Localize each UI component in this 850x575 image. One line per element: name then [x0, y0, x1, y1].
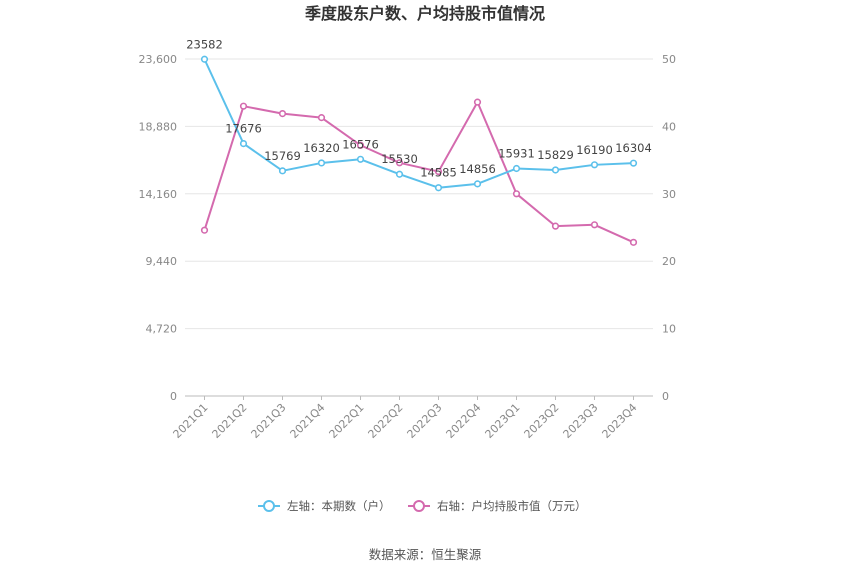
- data-label: 23582: [186, 37, 223, 51]
- x-tick-label: 2022Q1: [327, 401, 367, 441]
- series-layer: [200, 55, 638, 246]
- data-point[interactable]: [590, 161, 599, 169]
- legend-label: 右轴：户均持股市值（万元）: [437, 499, 587, 513]
- data-point[interactable]: [629, 238, 638, 246]
- x-tick-label: 2023Q2: [522, 401, 562, 441]
- chart-title: 季度股东户数、户均持股市值情况: [304, 4, 545, 23]
- left-tick-label: 23,600: [139, 53, 178, 66]
- data-label: 16190: [576, 143, 613, 157]
- data-point[interactable]: [317, 114, 326, 122]
- right-axis: 0 10 20 30 40 50: [662, 53, 676, 403]
- data-point[interactable]: [473, 98, 482, 106]
- data-point[interactable]: [356, 155, 365, 163]
- data-point[interactable]: [200, 55, 209, 63]
- left-tick-label: 18,880: [139, 120, 178, 133]
- data-label: 16576: [342, 137, 379, 151]
- legend-swatch-marker: [263, 500, 275, 512]
- data-label: 14585: [420, 166, 457, 180]
- data-point[interactable]: [434, 167, 443, 176]
- right-tick-label: 40: [662, 120, 676, 133]
- right-tick-label: 50: [662, 53, 676, 66]
- left-tick-label: 4,720: [146, 323, 178, 336]
- data-point[interactable]: [551, 222, 560, 230]
- data-point[interactable]: [278, 109, 287, 118]
- data-point[interactable]: [239, 139, 248, 148]
- data-label: 15931: [498, 147, 535, 161]
- x-tick-label: 2021Q1: [171, 401, 211, 441]
- x-tick-label: 2021Q3: [249, 401, 289, 441]
- left-tick-label: 14,160: [139, 188, 178, 201]
- x-tick-label: 2023Q1: [483, 401, 523, 441]
- data-point[interactable]: [317, 159, 326, 167]
- data-label: 15829: [537, 148, 574, 162]
- data-point[interactable]: [239, 102, 248, 110]
- data-point[interactable]: [551, 166, 560, 174]
- data-label: 16320: [303, 141, 340, 155]
- right-tick-label: 20: [662, 255, 676, 268]
- right-tick-label: 10: [662, 323, 676, 336]
- data-point[interactable]: [200, 226, 209, 234]
- legend-item-1[interactable]: 右轴：户均持股市值（万元）: [408, 499, 587, 513]
- x-tick-label: 2022Q3: [405, 401, 445, 441]
- legend[interactable]: 左轴：本期数（户） 右轴：户均持股市值（万元）: [258, 499, 587, 513]
- left-tick-label: 9,440: [146, 255, 178, 268]
- data-label: 15530: [381, 152, 418, 166]
- x-axis: 2021Q12021Q22021Q32021Q42022Q12022Q22022…: [171, 396, 640, 441]
- series-line-0: [203, 58, 634, 189]
- x-tick-label: 2022Q2: [366, 401, 406, 441]
- data-label: 15769: [264, 149, 301, 163]
- data-point[interactable]: [395, 159, 404, 167]
- legend-label: 左轴：本期数（户）: [287, 499, 391, 513]
- right-tick-label: 30: [662, 188, 676, 201]
- x-tick-label: 2022Q4: [444, 401, 484, 441]
- series-line-1: [203, 101, 634, 244]
- data-point[interactable]: [512, 190, 521, 198]
- left-axis: 0 4,720 9,440 14,160 18,880 23,600: [139, 53, 178, 403]
- data-point[interactable]: [278, 167, 287, 175]
- right-tick-label: 0: [662, 390, 669, 403]
- x-tick-label: 2021Q2: [210, 401, 250, 441]
- data-source: 数据来源：恒生聚源: [369, 547, 482, 562]
- data-point[interactable]: [395, 170, 404, 178]
- data-label: 14856: [459, 162, 496, 176]
- data-point[interactable]: [629, 159, 638, 167]
- left-tick-label: 0: [170, 390, 177, 403]
- data-point[interactable]: [434, 184, 443, 192]
- x-tick-label: 2023Q3: [561, 401, 601, 441]
- data-label: 16304: [615, 141, 652, 155]
- data-point[interactable]: [590, 221, 599, 229]
- legend-swatch-marker: [413, 500, 425, 512]
- grid-lines: [185, 58, 653, 397]
- x-tick-label: 2023Q4: [600, 401, 640, 441]
- data-point[interactable]: [473, 180, 482, 188]
- data-point[interactable]: [512, 164, 521, 173]
- legend-item-0[interactable]: 左轴：本期数（户）: [258, 499, 391, 513]
- data-label: 17676: [225, 122, 262, 136]
- x-tick-label: 2021Q4: [288, 401, 328, 441]
- data-point[interactable]: [356, 141, 365, 149]
